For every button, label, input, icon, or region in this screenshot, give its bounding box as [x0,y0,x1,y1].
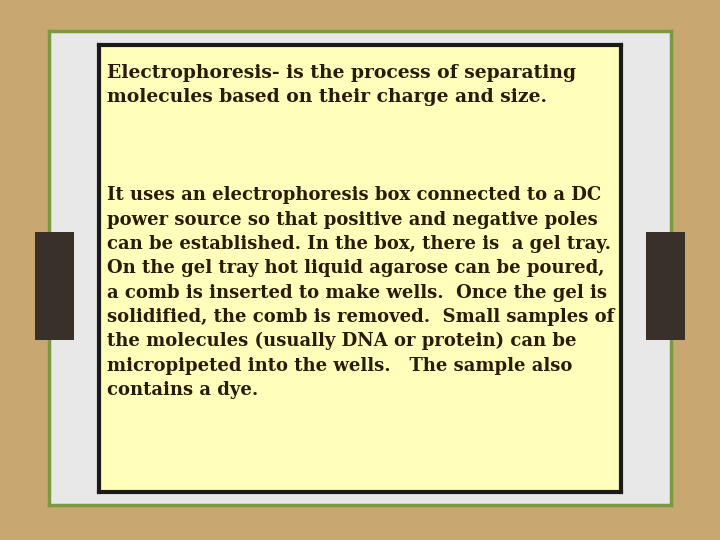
Text: It uses an electrophoresis box connected to a DC
power source so that positive a: It uses an electrophoresis box connected… [107,186,614,399]
Text: Electrophoresis- is the process of separating
molecules based on their charge an: Electrophoresis- is the process of separ… [107,64,576,106]
